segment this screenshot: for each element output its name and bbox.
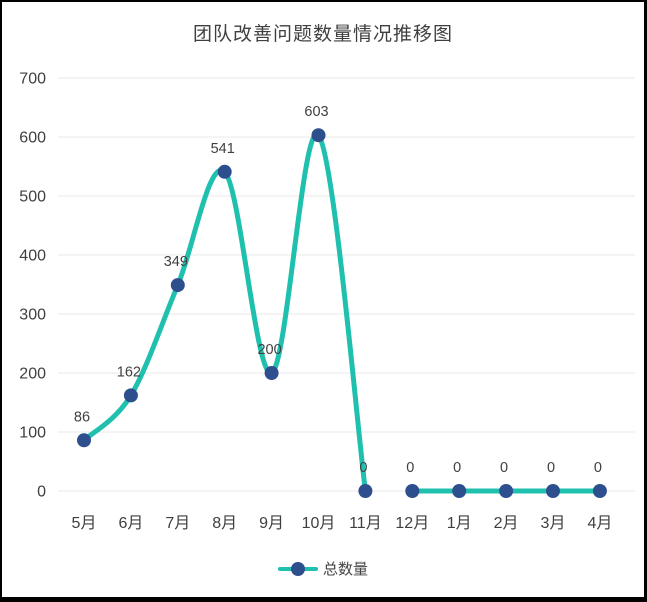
legend-line-marker-icon [277, 561, 318, 576]
y-axis-tick-label: 0 [37, 484, 46, 501]
y-axis-tick-label: 700 [19, 71, 46, 88]
data-point-label: 0 [359, 460, 367, 476]
y-axis-tick-label: 500 [19, 189, 46, 206]
data-point-marker [311, 128, 326, 143]
x-axis-tick-label: 9月 [259, 515, 284, 532]
legend-dot-icon [290, 561, 305, 576]
data-point-marker [405, 484, 420, 498]
x-axis-tick-label: 5月 [72, 515, 97, 532]
series-line [81, 131, 368, 494]
x-axis-tick-label: 7月 [165, 515, 190, 532]
x-axis-tick-label: 1月 [447, 515, 472, 532]
x-axis-tick-label: 11月 [349, 515, 382, 532]
x-axis-tick-label: 12月 [395, 515, 429, 532]
y-axis-tick-label: 100 [19, 425, 46, 442]
x-axis-tick-label: 4月 [587, 515, 612, 532]
x-axis-tick-label: 3月 [541, 515, 566, 532]
data-point-marker [499, 484, 514, 498]
data-point-label: 541 [211, 141, 235, 157]
data-point-marker [592, 484, 607, 498]
data-point-marker [217, 164, 232, 179]
data-point-marker [170, 278, 185, 293]
y-axis-tick-label: 400 [19, 248, 46, 265]
data-point-marker [546, 484, 560, 498]
chart-title: 团队改善问题数量情况推移图 [192, 24, 453, 45]
x-axis-tick-label: 2月 [494, 515, 519, 532]
data-point-label: 162 [117, 364, 141, 380]
x-axis-tick-label: 6月 [118, 515, 143, 532]
legend: 总数量 [2, 558, 644, 579]
data-point-label: 0 [547, 460, 555, 476]
data-point-marker [77, 433, 91, 448]
data-point-label: 349 [164, 254, 188, 270]
data-point-marker [264, 366, 279, 380]
data-point-label: 0 [453, 460, 461, 476]
data-point-marker [452, 484, 467, 498]
data-point-label: 0 [500, 460, 508, 476]
data-point-label: 200 [257, 342, 281, 358]
y-axis-tick-label: 300 [19, 307, 46, 324]
y-axis-tick-label: 600 [19, 130, 46, 147]
data-point-marker [123, 388, 138, 403]
data-point-label: 0 [406, 460, 414, 476]
data-point-label: 0 [594, 460, 602, 476]
data-point-label: 86 [74, 409, 90, 425]
y-axis-tick-label: 200 [19, 366, 46, 383]
x-axis-tick-label: 10月 [302, 515, 336, 532]
data-point-label: 603 [304, 104, 328, 120]
x-axis-tick-label: 8月 [212, 515, 237, 532]
data-point-marker [358, 484, 373, 498]
legend-series-label: 总数量 [322, 561, 368, 578]
